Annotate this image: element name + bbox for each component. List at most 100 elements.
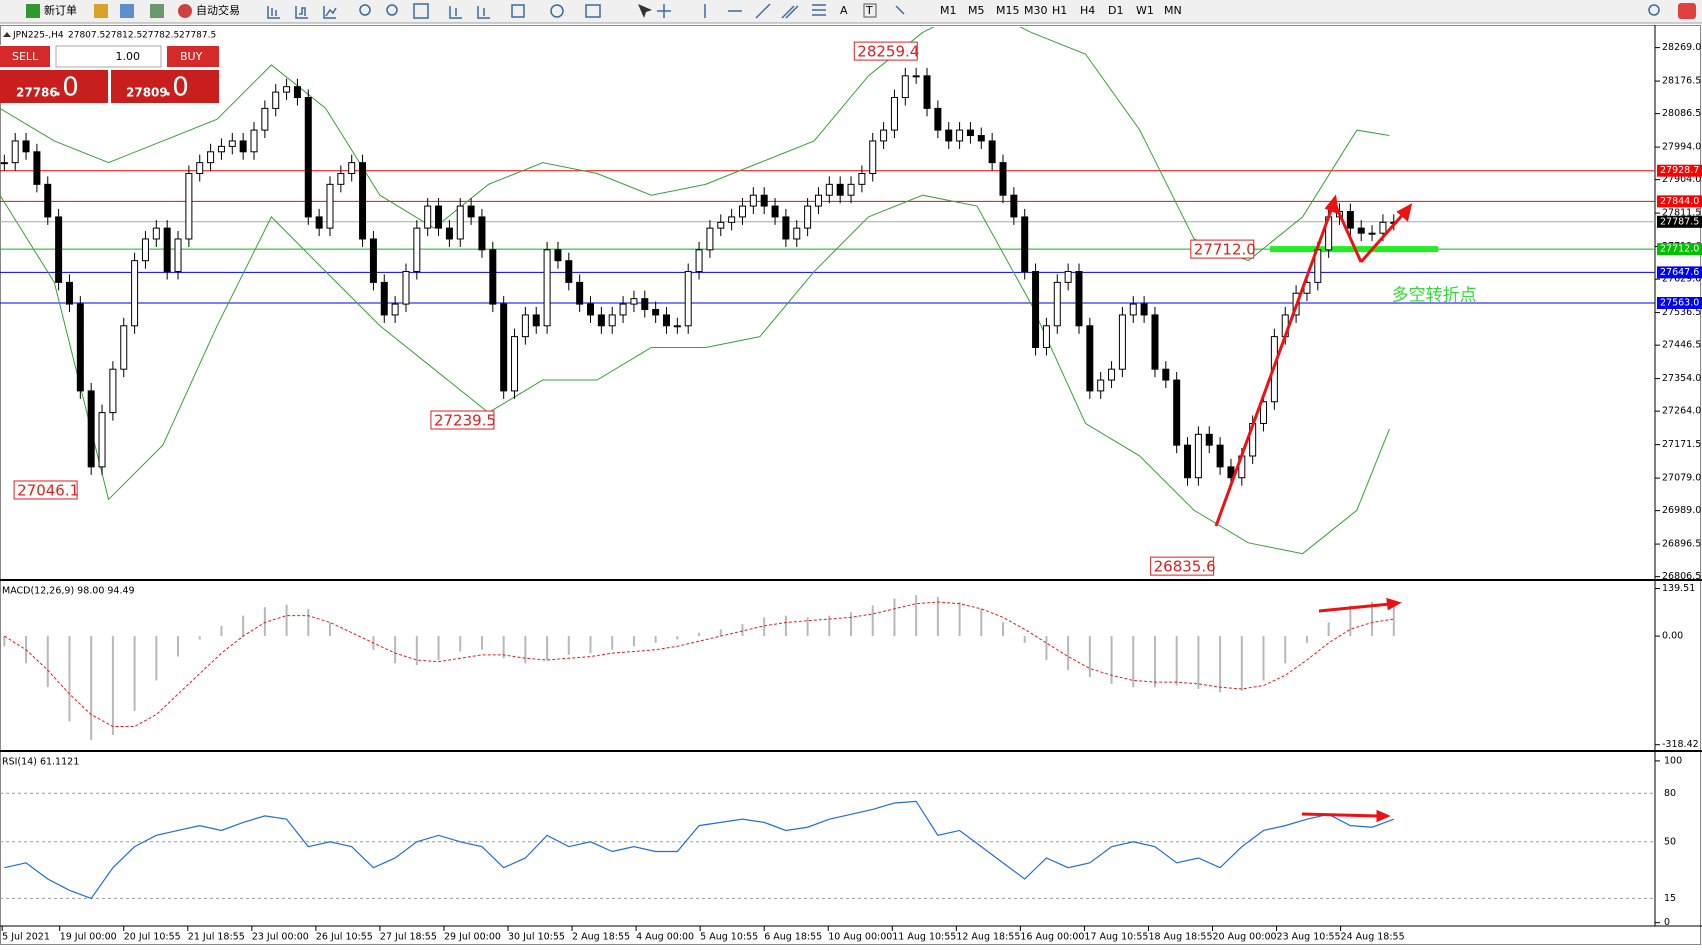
candle bbox=[402, 271, 410, 305]
search-icon[interactable] bbox=[1648, 4, 1660, 16]
notifications-icon[interactable] bbox=[1678, 3, 1696, 19]
candle bbox=[76, 303, 84, 392]
macd-bar bbox=[220, 625, 223, 637]
tile-icon[interactable] bbox=[413, 3, 429, 19]
trendline-icon[interactable] bbox=[755, 3, 771, 19]
sell-price-fraction[interactable]: .0 bbox=[54, 73, 79, 103]
candle bbox=[1118, 314, 1126, 370]
x-tick-label: 30 Jul 10:55 bbox=[508, 932, 565, 943]
candle bbox=[695, 249, 703, 273]
candle-chart-icon[interactable] bbox=[295, 6, 308, 19]
buy-price[interactable]: 27809 bbox=[126, 86, 168, 100]
macd-bar bbox=[1023, 636, 1026, 643]
crosshair-icon[interactable] bbox=[657, 4, 671, 18]
candle bbox=[793, 227, 801, 240]
auto-trading-icon[interactable] bbox=[178, 4, 192, 18]
toolbar-icon[interactable] bbox=[94, 4, 108, 18]
auto-trading-button[interactable]: 自动交易 bbox=[196, 3, 240, 17]
y-tick-label: 27079.0 bbox=[1662, 473, 1701, 484]
buy-price-fraction[interactable]: .0 bbox=[164, 73, 189, 103]
y-tick-label: 28269.0 bbox=[1662, 42, 1701, 53]
price-level-label: 27712.0 bbox=[1660, 244, 1699, 255]
timeframe-button[interactable]: W1 bbox=[1136, 4, 1154, 17]
label-tool[interactable]: T bbox=[865, 4, 873, 17]
candle bbox=[380, 281, 388, 316]
sell-price[interactable]: 27786 bbox=[16, 86, 58, 100]
macd-bar bbox=[394, 636, 397, 664]
x-tick-label: 11 Aug 10:55 bbox=[892, 932, 956, 943]
new-order-button[interactable]: 新订单 bbox=[44, 3, 77, 17]
x-tick-label: 20 Aug 00:00 bbox=[1213, 932, 1277, 943]
bar-chart-icon[interactable] bbox=[267, 6, 280, 19]
shift-icon[interactable] bbox=[477, 6, 490, 19]
sell-button[interactable] bbox=[0, 46, 50, 67]
buy-label[interactable]: BUY bbox=[180, 50, 203, 63]
cursor-icon[interactable] bbox=[638, 4, 652, 18]
zoom-out-icon[interactable] bbox=[386, 4, 398, 16]
channel-icon[interactable] bbox=[781, 5, 799, 19]
macd-bar bbox=[263, 607, 266, 637]
timeframe-button[interactable]: D1 bbox=[1108, 4, 1123, 17]
new-order-icon[interactable] bbox=[26, 4, 40, 18]
candle bbox=[717, 221, 725, 229]
timeframe-button[interactable]: M15 bbox=[996, 4, 1020, 17]
templates-icon[interactable] bbox=[585, 4, 601, 18]
periods-icon[interactable] bbox=[550, 4, 564, 18]
fibo-icon[interactable] bbox=[812, 4, 826, 16]
candle bbox=[673, 325, 681, 328]
line-chart-icon[interactable] bbox=[323, 6, 337, 19]
candle bbox=[1216, 444, 1224, 468]
candle bbox=[98, 412, 106, 468]
macd-bar bbox=[1219, 636, 1222, 693]
scroll-icon[interactable] bbox=[449, 6, 462, 19]
bollinger-band bbox=[0, 194, 1390, 555]
candle bbox=[576, 281, 584, 305]
price-level-label: 27787.5 bbox=[1660, 216, 1699, 227]
candle bbox=[293, 86, 301, 99]
candle bbox=[261, 107, 269, 131]
macd-bar bbox=[1197, 636, 1200, 689]
buy-button[interactable] bbox=[167, 46, 219, 67]
candle bbox=[1184, 444, 1192, 479]
sell-label[interactable]: SELL bbox=[12, 50, 39, 63]
timeframe-button[interactable]: M5 bbox=[968, 4, 985, 17]
timeframe-button[interactable]: H1 bbox=[1052, 4, 1067, 17]
indicator-title: MACD(12,26,9) 98.00 94.49 bbox=[2, 586, 135, 597]
zoom-in-icon[interactable] bbox=[359, 4, 371, 16]
macd-bar bbox=[871, 605, 874, 637]
text-tool[interactable]: A bbox=[840, 4, 848, 17]
sell-price-box[interactable] bbox=[0, 70, 108, 103]
toolbar-icon[interactable] bbox=[120, 4, 134, 18]
macd-bar bbox=[285, 604, 288, 637]
macd-bar bbox=[698, 632, 701, 637]
timeframe-button[interactable]: M1 bbox=[940, 4, 957, 17]
x-tick-label: 5 Jul 2021 bbox=[2, 932, 50, 943]
macd-bar bbox=[1371, 601, 1374, 637]
candle bbox=[554, 249, 562, 262]
macd-bar bbox=[3, 636, 6, 647]
macd-bar bbox=[567, 636, 570, 655]
x-tick-label: 17 Aug 10:55 bbox=[1084, 932, 1148, 943]
timeframe-button[interactable]: M30 bbox=[1024, 4, 1048, 17]
timeframe-button[interactable]: H4 bbox=[1080, 4, 1095, 17]
lots-value[interactable]: 1.00 bbox=[116, 50, 141, 63]
y-tick-label: 15 bbox=[1664, 893, 1676, 904]
macd-bar bbox=[936, 596, 939, 637]
lots-input[interactable] bbox=[55, 45, 162, 68]
y-tick-label: 27811.5 bbox=[1662, 208, 1701, 219]
macd-bar bbox=[437, 636, 440, 660]
ohlc-open: 27807.5 bbox=[68, 31, 105, 41]
indicators-icon[interactable] bbox=[511, 4, 525, 18]
arrows-icon[interactable] bbox=[895, 5, 905, 15]
candle bbox=[445, 227, 453, 240]
timeframe-button[interactable]: MN bbox=[1164, 4, 1182, 17]
macd-bar bbox=[1067, 636, 1070, 671]
candle bbox=[163, 227, 171, 273]
collapse-icon[interactable] bbox=[3, 32, 11, 37]
candle bbox=[467, 205, 475, 218]
y-tick-label: 27629.0 bbox=[1662, 274, 1701, 285]
buy-price-box[interactable] bbox=[111, 70, 219, 103]
symbol: JPN225-,H4 bbox=[12, 31, 64, 41]
toolbar-icon[interactable] bbox=[150, 4, 164, 18]
annotation-box bbox=[1150, 556, 1215, 576]
